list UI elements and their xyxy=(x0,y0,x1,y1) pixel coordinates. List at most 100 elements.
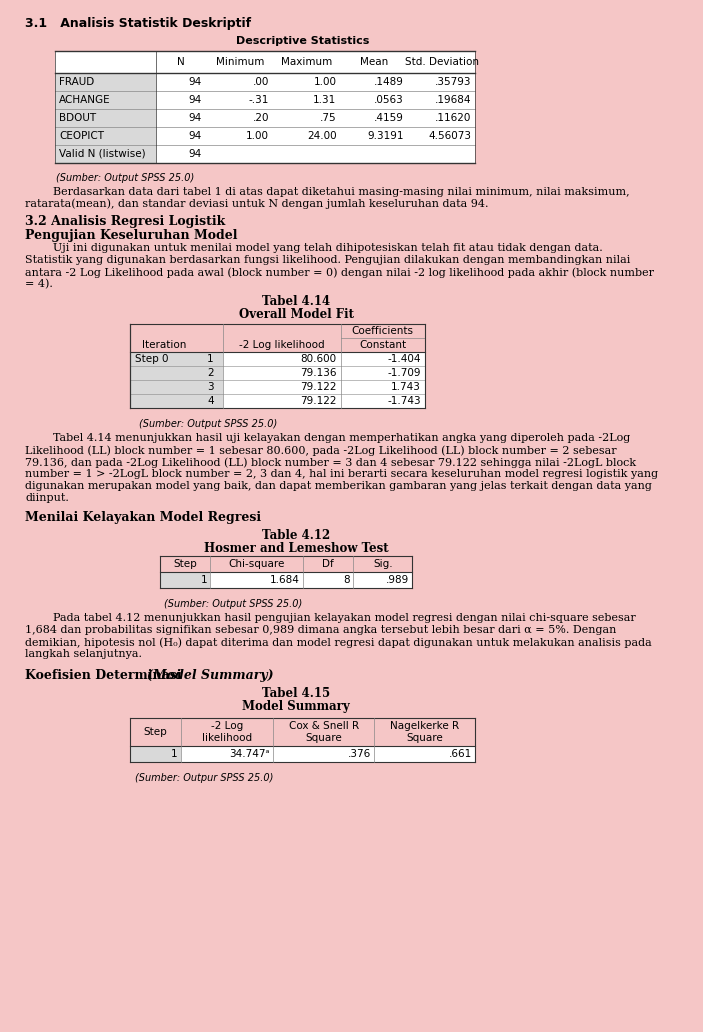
Text: Tabel 4.14: Tabel 4.14 xyxy=(262,295,330,308)
Bar xyxy=(303,572,354,588)
Text: Maximum: Maximum xyxy=(281,57,333,67)
Bar xyxy=(341,73,408,91)
Bar xyxy=(155,91,206,109)
Text: 80.600: 80.600 xyxy=(300,354,337,364)
Text: .75: .75 xyxy=(320,112,337,123)
Text: .11620: .11620 xyxy=(434,112,471,123)
Text: Tabel 4.15: Tabel 4.15 xyxy=(262,687,330,700)
Bar xyxy=(206,109,273,127)
Text: 2: 2 xyxy=(207,368,214,378)
Bar xyxy=(341,380,425,394)
Text: 1.31: 1.31 xyxy=(314,95,337,105)
Text: Cox & Snell R
Square: Cox & Snell R Square xyxy=(289,721,359,743)
Bar xyxy=(273,91,341,109)
Bar xyxy=(55,109,155,127)
Bar xyxy=(130,366,198,380)
Text: Tabel 4.14 menunjukkan hasil uji kelayakan dengan memperhatikan angka yang diper: Tabel 4.14 menunjukkan hasil uji kelayak… xyxy=(25,433,631,443)
Text: 79.122: 79.122 xyxy=(300,396,337,406)
Text: Constant: Constant xyxy=(359,340,406,350)
Text: 3.1   Analisis Statistik Deskriptif: 3.1 Analisis Statistik Deskriptif xyxy=(25,17,252,30)
Bar xyxy=(130,380,198,394)
Text: Step: Step xyxy=(144,727,167,737)
Text: .661: .661 xyxy=(449,749,472,759)
Bar xyxy=(408,127,475,146)
Bar xyxy=(155,127,206,146)
Text: -1.709: -1.709 xyxy=(387,368,420,378)
Text: 1,684 dan probabilitas signifikan sebesar 0,989 dimana angka tersebut lebih besa: 1,684 dan probabilitas signifikan sebesa… xyxy=(25,625,617,635)
Text: (Model Summary): (Model Summary) xyxy=(147,669,273,682)
Bar xyxy=(341,352,425,366)
Bar xyxy=(130,746,181,762)
Text: 94: 94 xyxy=(188,77,202,87)
Bar xyxy=(206,51,273,73)
Bar xyxy=(273,146,341,163)
Bar xyxy=(206,127,273,146)
Text: antara -2 Log Likelihood pada awal (block number = 0) dengan nilai -2 log likeli: antara -2 Log Likelihood pada awal (bloc… xyxy=(25,267,654,278)
Bar xyxy=(198,394,223,408)
Text: .1489: .1489 xyxy=(374,77,404,87)
Text: .376: .376 xyxy=(348,749,371,759)
Text: 94: 94 xyxy=(188,112,202,123)
Text: Chi-square: Chi-square xyxy=(228,559,285,569)
Text: Iteration: Iteration xyxy=(142,340,186,350)
Bar xyxy=(223,352,341,366)
Bar xyxy=(181,746,273,762)
Bar xyxy=(223,394,341,408)
Text: -1.743: -1.743 xyxy=(387,396,420,406)
Bar xyxy=(155,73,206,91)
Bar xyxy=(408,51,475,73)
Bar xyxy=(341,394,425,408)
Bar xyxy=(155,51,206,73)
Text: Step: Step xyxy=(173,559,197,569)
Text: (Sumber: Output SPSS 25.0): (Sumber: Output SPSS 25.0) xyxy=(164,599,302,609)
Text: digunakan merupakan model yang baik, dan dapat memberikan gambaran yang jelas te: digunakan merupakan model yang baik, dan… xyxy=(25,481,652,491)
Bar xyxy=(273,127,341,146)
Bar xyxy=(198,352,223,366)
Bar xyxy=(198,366,223,380)
Text: (Sumber: Output SPSS 25.0): (Sumber: Output SPSS 25.0) xyxy=(56,173,195,183)
Text: 1: 1 xyxy=(171,749,178,759)
Text: (Sumber: Output SPSS 25.0): (Sumber: Output SPSS 25.0) xyxy=(138,419,277,429)
Bar xyxy=(55,146,155,163)
Bar xyxy=(375,746,475,762)
Text: .20: .20 xyxy=(252,112,269,123)
Bar xyxy=(341,91,408,109)
Bar xyxy=(55,73,155,91)
Text: 4: 4 xyxy=(207,396,214,406)
Text: 1: 1 xyxy=(200,575,207,585)
Text: .989: .989 xyxy=(386,575,409,585)
Bar xyxy=(155,146,206,163)
Text: Valid N (listwise): Valid N (listwise) xyxy=(59,149,146,159)
Bar xyxy=(155,109,206,127)
Bar xyxy=(55,91,155,109)
Text: Minimum: Minimum xyxy=(216,57,264,67)
Bar xyxy=(341,127,408,146)
Bar xyxy=(55,51,155,73)
Text: Berdasarkan data dari tabel 1 di atas dapat diketahui masing-masing nilai minimu: Berdasarkan data dari tabel 1 di atas da… xyxy=(25,187,630,209)
Text: 79.136, dan pada -2Log Likelihood (LL) block number = 3 dan 4 sebesar 79.122 seh: 79.136, dan pada -2Log Likelihood (LL) b… xyxy=(25,457,636,467)
Bar xyxy=(55,127,155,146)
Text: -2 Log
likelihood: -2 Log likelihood xyxy=(202,721,252,743)
Text: FRAUD: FRAUD xyxy=(59,77,94,87)
Bar xyxy=(206,146,273,163)
Text: Pada tabel 4.12 menunjukkan hasil pengujian kelayakan model regresi dengan nilai: Pada tabel 4.12 menunjukkan hasil penguj… xyxy=(25,613,636,623)
Bar xyxy=(223,366,341,380)
Text: Koefisien Determinasi: Koefisien Determinasi xyxy=(25,669,186,682)
Text: CEOPICT: CEOPICT xyxy=(59,131,104,141)
Bar xyxy=(341,109,408,127)
Text: .19684: .19684 xyxy=(434,95,471,105)
Text: 94: 94 xyxy=(188,95,202,105)
Text: 1.00: 1.00 xyxy=(314,77,337,87)
Text: BDOUT: BDOUT xyxy=(59,112,96,123)
Text: number = 1 > -2LogL block number = 2, 3 dan 4, hal ini berarti secara keseluruha: number = 1 > -2LogL block number = 2, 3 … xyxy=(25,469,659,479)
Bar xyxy=(273,73,341,91)
Text: Std. Deviation: Std. Deviation xyxy=(405,57,479,67)
Text: 79.136: 79.136 xyxy=(300,368,337,378)
Text: Step 0: Step 0 xyxy=(134,354,168,364)
Text: Descriptive Statistics: Descriptive Statistics xyxy=(236,36,370,46)
Bar xyxy=(198,380,223,394)
Text: langkah selanjutnya.: langkah selanjutnya. xyxy=(25,649,142,659)
Bar xyxy=(408,146,475,163)
Text: 3.2 Analisis Regresi Logistik: 3.2 Analisis Regresi Logistik xyxy=(25,215,226,228)
Text: Model Summary: Model Summary xyxy=(243,700,350,713)
